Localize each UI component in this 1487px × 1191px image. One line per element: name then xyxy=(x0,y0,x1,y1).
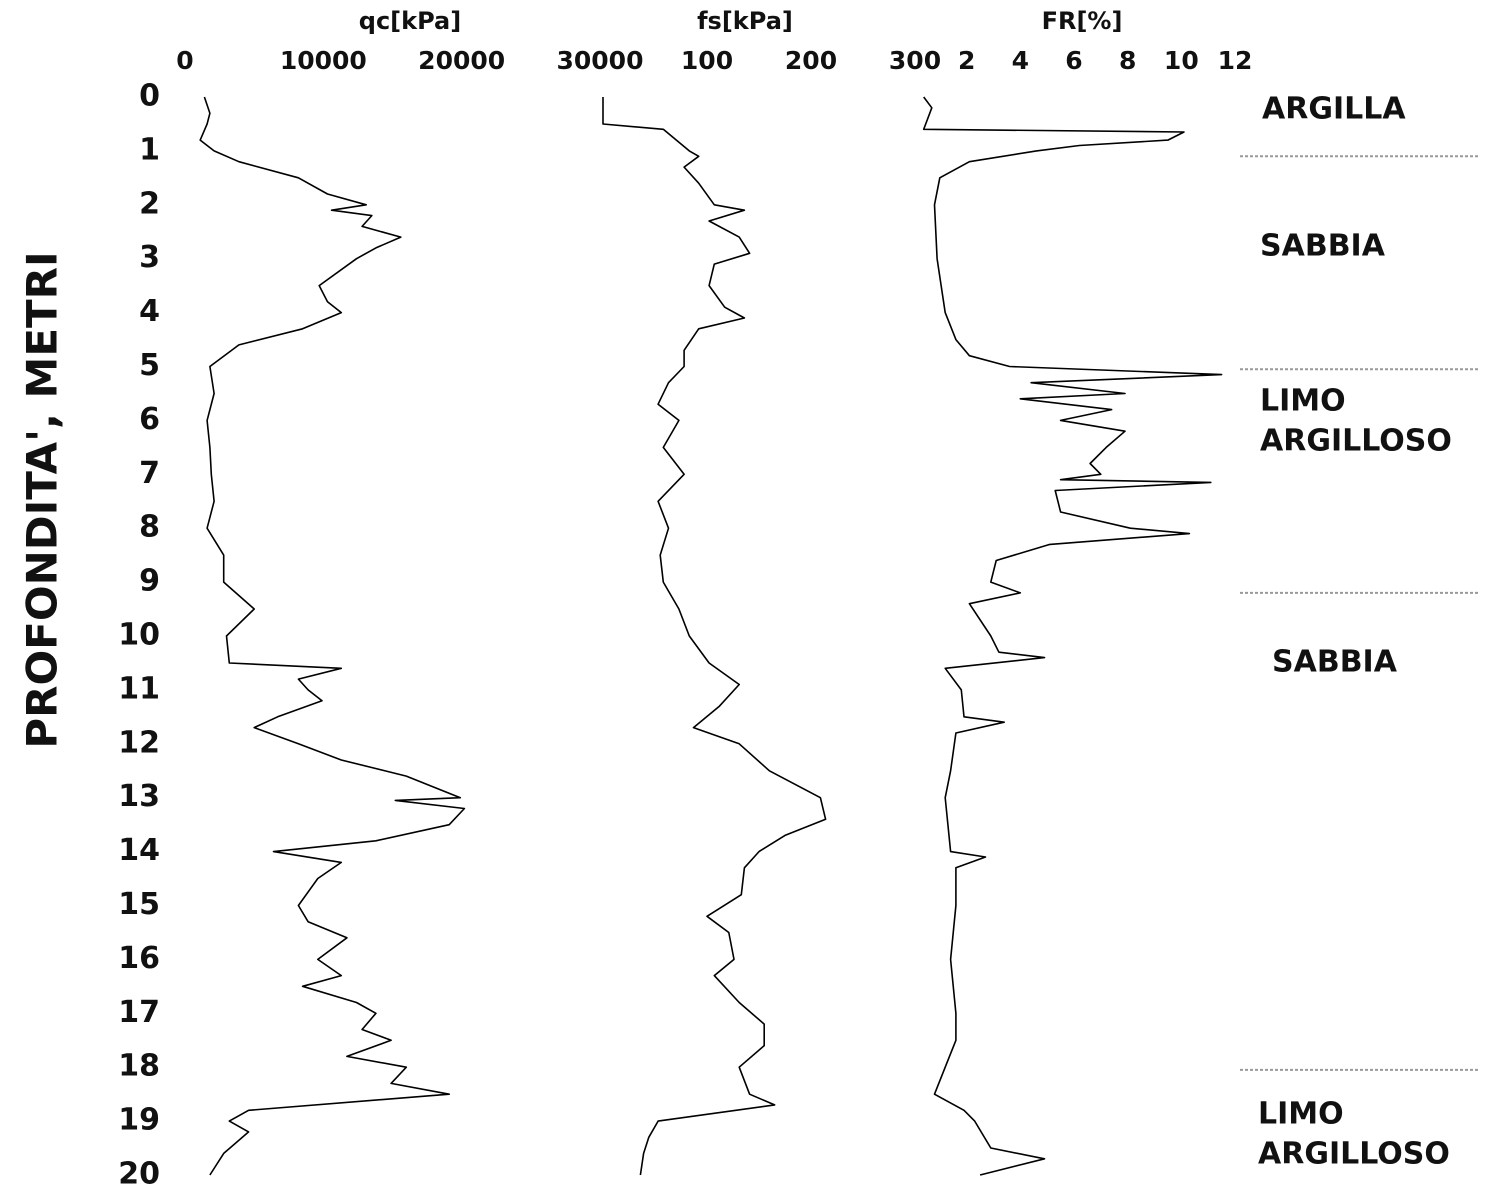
axis-title: qc[kPa] xyxy=(359,7,461,35)
y-tick-label: 0 xyxy=(139,79,160,114)
layer-label: ARGILLOSO xyxy=(1260,424,1452,459)
y-tick-label: 18 xyxy=(118,1049,160,1084)
y-tick-label: 9 xyxy=(139,564,160,599)
y-tick-label: 12 xyxy=(118,725,160,760)
layer-label: SABBIA xyxy=(1272,645,1398,680)
y-tick-label: 8 xyxy=(139,510,160,545)
profile-line xyxy=(602,97,827,1176)
x-tick-label: 30000 xyxy=(557,46,644,75)
x-tick-label: 20000 xyxy=(418,46,505,75)
y-tick-label: 19 xyxy=(118,1103,160,1138)
layer-label: SABBIA xyxy=(1260,229,1386,264)
layer-label: LIMO xyxy=(1260,384,1346,419)
y-tick-label: 11 xyxy=(118,671,160,706)
x-tick-label: 100 xyxy=(681,46,733,75)
x-tick-label: 12 xyxy=(1218,46,1253,75)
y-tick-label: 6 xyxy=(139,402,160,437)
x-tick-label: 6 xyxy=(1065,46,1082,75)
y-tick-label: 17 xyxy=(118,995,160,1030)
x-tick-label: 2 xyxy=(958,46,975,75)
layer-label: ARGILLOSO xyxy=(1258,1137,1450,1172)
y-tick-label: 14 xyxy=(118,833,160,868)
profile-line xyxy=(199,96,466,1176)
x-tick-label: 300 xyxy=(889,46,941,75)
y-tick-label: 10 xyxy=(118,618,160,653)
x-tick-label: 10000 xyxy=(280,46,367,75)
y-tick-label: 13 xyxy=(118,779,160,814)
y-tick-label: 3 xyxy=(139,240,160,275)
profile-line xyxy=(922,96,1223,1176)
y-tick-label: 15 xyxy=(118,887,160,922)
axis-title: fs[kPa] xyxy=(697,7,793,35)
y-tick-label: 5 xyxy=(139,348,160,383)
y-tick-label: 4 xyxy=(139,294,160,329)
x-tick-label: 4 xyxy=(1012,46,1029,75)
x-tick-label: 8 xyxy=(1119,46,1136,75)
y-tick-label: 7 xyxy=(139,456,160,491)
axis-title: FR[%] xyxy=(1042,7,1123,35)
layer-label: ARGILLA xyxy=(1262,92,1406,127)
y-tick-label: 16 xyxy=(118,941,160,976)
y-axis-label: PROFONDITA', METRI xyxy=(18,251,67,748)
y-tick-label: 20 xyxy=(118,1157,160,1191)
x-tick-label: 200 xyxy=(785,46,837,75)
y-tick-label: 2 xyxy=(139,186,160,221)
layer-label: LIMO xyxy=(1258,1097,1344,1132)
y-tick-label: 1 xyxy=(139,132,160,167)
x-tick-label: 0 xyxy=(176,46,193,75)
x-tick-label: 10 xyxy=(1164,46,1199,75)
